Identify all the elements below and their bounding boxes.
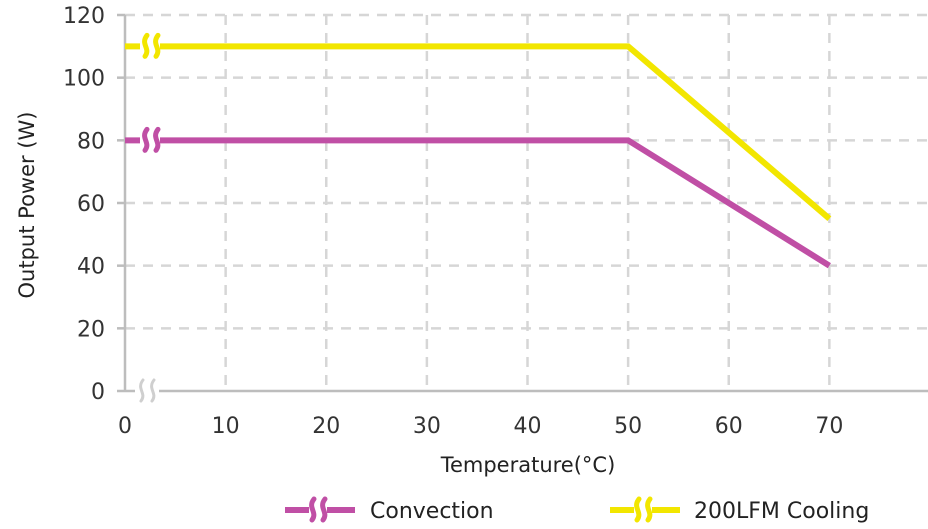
series-break-icon-1-stroke-2 <box>153 32 161 59</box>
legend-label-convection: Convection <box>370 499 494 524</box>
x-tick-label-40: 40 <box>514 414 542 439</box>
series-line-200lfm-cooling <box>125 43 832 221</box>
legend-break-icon-convection <box>309 496 328 523</box>
y-tick-label-20: 20 <box>77 317 105 342</box>
legend-break-icon-200lfm-cooling-stroke-1 <box>634 496 642 523</box>
series-break-icon-1-stroke-1 <box>142 32 150 59</box>
x-axis-break-icon-stroke-1 <box>139 378 145 403</box>
legend-break-icon-convection-stroke-2 <box>320 496 328 523</box>
series-layer <box>125 32 832 269</box>
axis-layer <box>117 13 928 403</box>
legend-break-icon-200lfm-cooling <box>634 496 653 523</box>
y-tick-label-0: 0 <box>91 380 105 405</box>
legend: Convection 200LFM Cooling <box>285 496 869 524</box>
x-axis-break-icon <box>139 378 156 403</box>
x-tick-label-10: 10 <box>212 414 240 439</box>
grid-layer <box>125 13 928 391</box>
series-break-gap-0 <box>140 136 160 145</box>
series-break-icon-0 <box>142 126 161 153</box>
x-tick-label-30: 30 <box>413 414 441 439</box>
x-axis-break-gap <box>135 388 159 394</box>
y-tick-label-60: 60 <box>77 192 105 217</box>
series-break-icon-0-stroke-1 <box>142 126 150 153</box>
x-axis-title: Temperature(°C) <box>440 453 616 477</box>
tick-layer: 0 20 40 60 80 100 120 0 10 20 30 40 50 60 70 <box>63 4 843 439</box>
legend-break-icon-convection-stroke-1 <box>309 496 317 523</box>
series-break-icon-1 <box>142 32 161 59</box>
y-axis-title: Output Power (W) <box>15 112 39 299</box>
x-tick-label-50: 50 <box>614 414 642 439</box>
legend-swatch-gap-convection <box>309 506 327 514</box>
legend-swatch-gap-200lfm-cooling <box>634 506 652 514</box>
legend-break-icon-200lfm-cooling-stroke-2 <box>645 496 653 523</box>
series-line-convection <box>125 137 831 269</box>
x-tick-label-0: 0 <box>118 414 132 439</box>
series-break-icon-0-stroke-2 <box>153 126 161 153</box>
x-tick-label-20: 20 <box>312 414 340 439</box>
y-tick-label-100: 100 <box>63 67 105 92</box>
x-axis-break-icon-stroke-2 <box>150 378 156 403</box>
y-tick-label-120: 120 <box>63 4 105 29</box>
legend-label-200lfm-cooling: 200LFM Cooling <box>694 499 869 524</box>
y-tick-label-40: 40 <box>77 255 105 280</box>
y-tick-label-80: 80 <box>77 129 105 154</box>
x-tick-label-70: 70 <box>815 414 843 439</box>
series-break-gap-1 <box>140 42 160 51</box>
x-tick-label-60: 60 <box>715 414 743 439</box>
